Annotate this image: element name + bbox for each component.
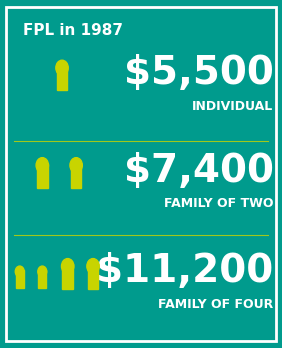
Circle shape bbox=[15, 266, 24, 277]
Text: INDIVIDUAL: INDIVIDUAL bbox=[192, 100, 274, 113]
FancyBboxPatch shape bbox=[88, 264, 98, 289]
Circle shape bbox=[61, 259, 74, 274]
FancyBboxPatch shape bbox=[16, 270, 24, 288]
FancyBboxPatch shape bbox=[38, 270, 46, 288]
FancyBboxPatch shape bbox=[37, 164, 48, 188]
Text: $7,400: $7,400 bbox=[124, 151, 274, 190]
Circle shape bbox=[56, 60, 68, 76]
FancyBboxPatch shape bbox=[57, 66, 67, 90]
Text: $5,500: $5,500 bbox=[124, 54, 274, 92]
Text: $11,200: $11,200 bbox=[96, 252, 274, 291]
FancyBboxPatch shape bbox=[71, 164, 81, 188]
Circle shape bbox=[38, 266, 47, 277]
Circle shape bbox=[70, 158, 82, 173]
Text: FAMILY OF FOUR: FAMILY OF FOUR bbox=[158, 298, 274, 311]
FancyBboxPatch shape bbox=[62, 264, 73, 289]
Text: FAMILY OF TWO: FAMILY OF TWO bbox=[164, 197, 274, 210]
Text: FPL in 1987: FPL in 1987 bbox=[23, 23, 123, 38]
Circle shape bbox=[87, 259, 99, 274]
Circle shape bbox=[36, 158, 49, 173]
